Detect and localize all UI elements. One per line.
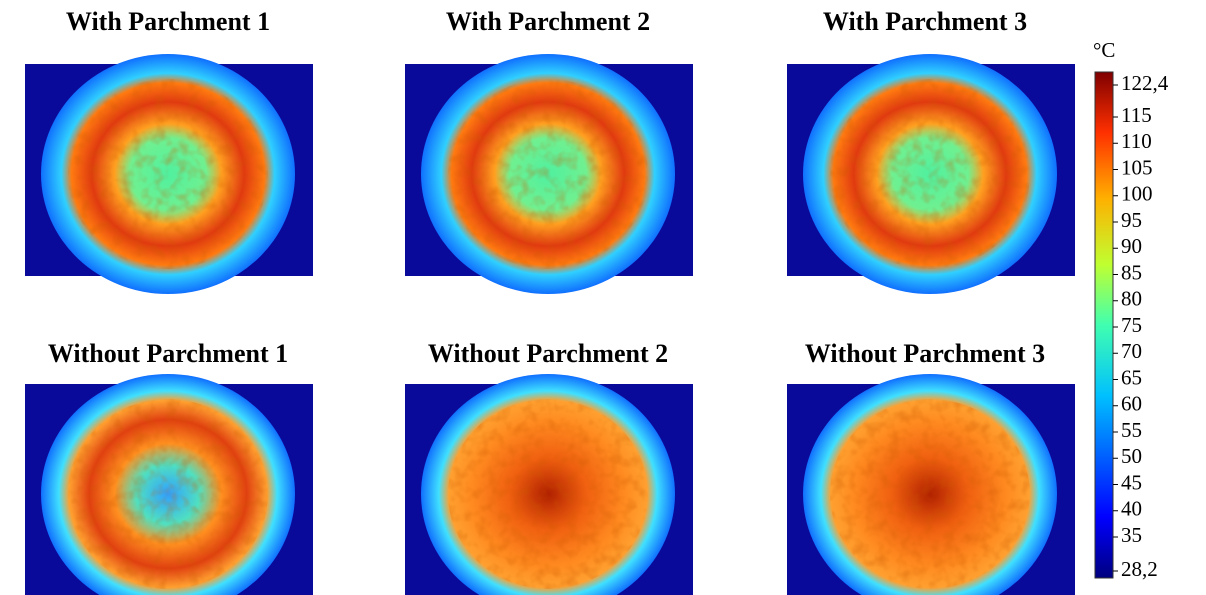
- thermal-texture: [68, 399, 268, 589]
- panel-title: With Parchment 1: [66, 7, 270, 36]
- colorbar-label: 100: [1121, 182, 1153, 206]
- panel-title: With Parchment 2: [446, 7, 650, 36]
- panel-title: Without Parchment 2: [428, 339, 668, 368]
- colorbar-label: 45: [1121, 470, 1142, 494]
- colorbar-unit: °C: [1093, 38, 1115, 62]
- thermal-texture: [68, 79, 268, 269]
- colorbar-label: 115: [1121, 103, 1152, 127]
- colorbar-label: 50: [1121, 444, 1142, 468]
- colorbar-label: 35: [1121, 523, 1142, 547]
- panel-title: With Parchment 3: [823, 7, 1027, 36]
- colorbar-label: 105: [1121, 155, 1153, 179]
- colorbar-label: 95: [1121, 208, 1142, 232]
- colorbar-label: 80: [1121, 287, 1142, 311]
- colorbar-label: 122,4: [1121, 71, 1169, 95]
- thermal-texture: [448, 399, 648, 589]
- colorbar-label: 75: [1121, 313, 1142, 337]
- colorbar: [1094, 71, 1114, 579]
- thermal-texture: [830, 79, 1030, 269]
- thermal-texture: [830, 399, 1030, 589]
- colorbar-label: 110: [1121, 129, 1152, 153]
- colorbar-label: 90: [1121, 234, 1142, 258]
- colorbar-label: 40: [1121, 497, 1142, 521]
- colorbar-label: 55: [1121, 418, 1142, 442]
- colorbar-label: 60: [1121, 392, 1142, 416]
- panel-title: Without Parchment 3: [805, 339, 1045, 368]
- colorbar-label: 85: [1121, 260, 1142, 284]
- panel-title: Without Parchment 1: [48, 339, 288, 368]
- thermal-texture: [448, 79, 648, 269]
- colorbar-label: 28,2: [1121, 557, 1158, 581]
- colorbar-label: 70: [1121, 339, 1142, 363]
- colorbar-label: 65: [1121, 365, 1142, 389]
